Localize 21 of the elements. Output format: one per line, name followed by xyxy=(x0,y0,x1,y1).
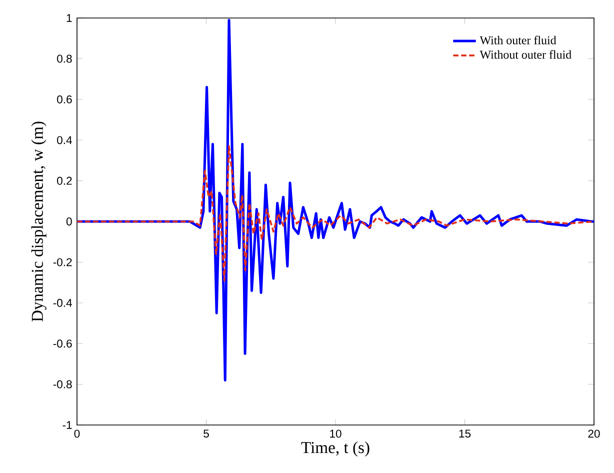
y-tick-label: -0.6 xyxy=(53,340,72,348)
y-tick-label: 0.8 xyxy=(57,54,72,63)
x-tick-label: 10 xyxy=(330,430,342,438)
x-axis-title: Time, t (s) xyxy=(301,441,370,457)
y-tick-label: 0.2 xyxy=(57,176,72,185)
y-tick-label: -0.4 xyxy=(53,298,72,307)
y-axis-title: Dynamic displacement, w (m) xyxy=(31,122,46,322)
y-tick-label: -1 xyxy=(62,421,72,429)
line-series xyxy=(77,145,594,282)
legend-label: With outer fluid xyxy=(480,36,556,44)
y-tick-label: 1 xyxy=(66,14,72,22)
x-tick-label: 0 xyxy=(74,430,80,438)
y-tick-label: 0.4 xyxy=(57,136,72,144)
legend-label: Without outer fluid xyxy=(480,50,572,59)
y-tick-label: -0.8 xyxy=(53,380,72,388)
y-tick-label: 0 xyxy=(66,218,72,226)
y-tick-label: 0.6 xyxy=(57,95,72,104)
x-tick-label: 5 xyxy=(204,430,209,438)
x-tick-label: 20 xyxy=(588,430,600,438)
y-tick-label: -0.2 xyxy=(53,258,72,266)
x-tick-label: 15 xyxy=(459,430,471,438)
